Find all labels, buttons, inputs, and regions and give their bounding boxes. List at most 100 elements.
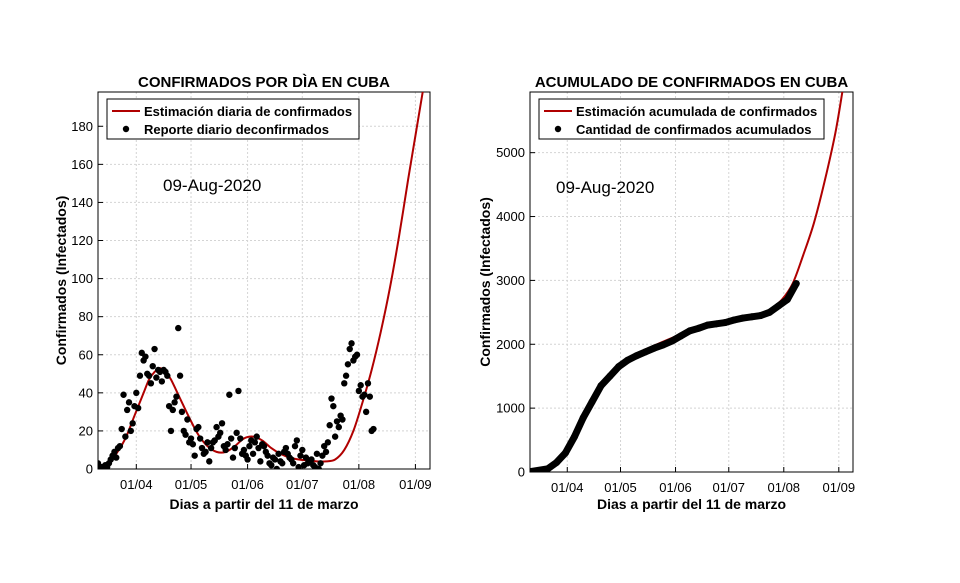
reported-data-point [145,372,153,379]
y-tick-label: 3000 [496,273,525,288]
reported-data-point [677,332,685,340]
reported-data-point [703,321,711,329]
reported-data-point [240,446,248,454]
reported-data-point [712,320,720,328]
reported-data-point [167,427,175,435]
reported-data-point [783,296,791,304]
reported-data-point [268,461,275,469]
reported-data-point [218,420,226,427]
legend-entry-reported: Reporte diario deconfirmados [144,122,329,137]
y-tick-label: 0 [86,462,93,477]
y-tick-label: 80 [79,309,93,324]
y-tick-label: 0 [518,465,525,480]
x-tick-label: 01/07 [286,477,319,492]
reported-data-point [315,465,322,469]
reported-data-point [544,465,552,472]
reported-data-point [206,458,213,465]
reported-data-point [293,437,301,444]
reported-data-point [158,378,166,385]
reported-data-point [355,387,363,395]
reported-data-point [175,324,182,332]
reported-data-point [134,404,142,412]
x-tick-label: 01/07 [712,480,745,495]
reported-data-point [295,463,302,469]
reported-cumulative-markers [530,280,800,472]
y-tick-label: 180 [71,119,93,134]
reported-data-point [361,391,368,398]
reported-data-point [224,441,231,448]
reported-data-point [116,442,124,450]
reported-data-point [739,314,747,322]
x-tick-label: 01/08 [343,477,376,492]
reported-data-point [686,327,694,335]
reported-data-point [164,372,171,379]
y-tick-label: 20 [79,423,93,438]
x-tick-label: 01/09 [823,480,856,495]
reported-data-point [273,465,280,469]
reported-data-point [151,345,158,353]
reported-data-point [632,352,640,360]
daily-confirmed-chart: 01/04 01/05 01/06 01/07 01/08 01/09 0 20 40 60 80 1… [53,74,432,512]
y-tick-label: 100 [71,271,93,286]
reported-data-point [226,391,233,398]
reported-data-point [120,391,127,398]
reported-data-point [308,456,315,463]
reported-data-point [344,361,352,368]
x-tick-label: 01/04 [120,477,153,492]
x-tick-label: 01/08 [768,480,801,495]
reported-data-point [244,456,251,463]
reported-data-point [127,427,135,435]
reported-data-point [222,446,229,454]
reported-data-point [173,393,180,400]
x-tick-label: 01/09 [399,477,432,492]
reported-data-point [122,433,129,440]
reported-data-point [217,429,224,437]
date-annotation: 09-Aug-2020 [556,178,654,197]
reported-data-point [291,442,299,450]
reported-data-point [341,380,348,387]
reported-data-point [136,372,144,379]
y-tick-label: 160 [71,157,93,172]
legend-box [538,98,825,140]
reported-data-point [282,444,290,452]
reported-data-point [330,402,337,410]
x-tick-label: 01/04 [551,480,584,495]
reported-data-point [317,460,324,467]
reported-data-point [370,425,377,433]
reported-data-point [257,458,264,465]
reported-data-point [249,450,257,457]
reported-data-point [792,280,800,288]
reported-data-point [149,362,156,370]
reported-data-point [328,395,335,402]
reported-data-point [189,441,197,448]
reported-data-point [118,425,125,433]
x-tick-label: 01/05 [175,477,208,492]
reported-data-point [650,344,658,352]
reported-data-point [202,448,209,456]
legend-entry-reported: Cantidad de confirmados acumulados [576,122,812,137]
reported-data-point [289,460,297,467]
reported-data-point [237,435,244,442]
reported-data-point [187,435,195,442]
reported-data-point [597,382,605,390]
reported-data-point [129,420,136,427]
reported-data-point [570,433,578,441]
reported-data-point [757,312,765,320]
y-tick-label: 120 [71,233,93,248]
reported-data-point [342,372,350,379]
reported-data-point [588,398,596,406]
reported-data-point [182,431,189,438]
reported-data-point [561,449,569,457]
legend-entry-estimate: Estimación acumulada de confirmados [576,104,817,119]
reported-data-point [169,406,176,414]
reported-data-point [191,452,198,459]
reported-data-point [176,372,184,379]
reported-data-point [297,452,304,459]
legend-dot-swatch [554,125,562,133]
reported-data-point [204,439,211,446]
reported-data-point [246,442,253,450]
reported-data-point [530,468,534,472]
reported-data-point [313,450,321,457]
reported-data-point [184,416,191,423]
reported-data-point [748,313,756,321]
